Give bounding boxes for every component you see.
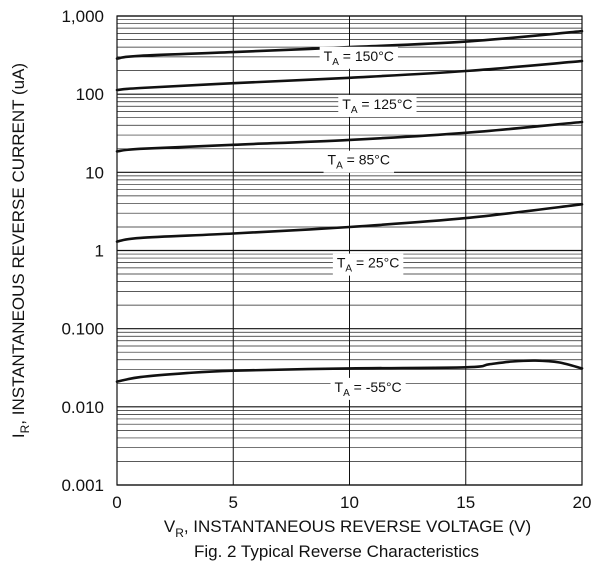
x-tick-label: 15 <box>456 493 475 512</box>
y-axis-label: IR, INSTANTANEOUS REVERSE CURRENT (uA) <box>9 63 32 438</box>
curve-label-bg <box>338 94 417 117</box>
curve-label-rest: = 25°C <box>352 255 399 271</box>
curve-label-main: T <box>342 96 351 112</box>
curve-label-rest: = -55°C <box>350 379 402 395</box>
grid <box>116 15 583 486</box>
tick-labels: 0.001 0.010 0.100 1 10 100 1,000 0 5 10 15 20 <box>61 7 591 512</box>
curve-label-main: T <box>337 255 346 271</box>
curve-label-bg <box>319 46 398 69</box>
curve-label-2: TA = 85°C <box>323 150 395 173</box>
series-line-1 <box>115 59 584 92</box>
series-layer <box>115 29 584 383</box>
curve-label-4: TA = -55°C <box>330 377 406 400</box>
series-line-4 <box>115 359 584 383</box>
series-line-3 <box>115 203 584 243</box>
curve-label-text: TA = 125°C <box>342 96 412 116</box>
curve-label-text: TA = -55°C <box>335 379 402 399</box>
curve-label-sub: A <box>336 161 343 172</box>
x-tick-label: 10 <box>340 493 359 512</box>
curve-label-rest: = 125°C <box>358 96 413 112</box>
y-tick-label: 100 <box>76 85 104 104</box>
curve-label-sub: A <box>343 388 350 399</box>
x-tick-label: 5 <box>229 493 238 512</box>
y-tick-label: 10 <box>85 163 104 182</box>
curve-labels: TA = 150°CTA = 125°CTA = 85°CTA = 25°CTA… <box>319 46 417 400</box>
series-line-2 <box>115 120 584 153</box>
curve-label-main: T <box>335 379 344 395</box>
curve-label-bg <box>323 150 395 173</box>
y-tick-label: 0.001 <box>61 476 104 495</box>
y-tick-label: 0.100 <box>61 320 104 339</box>
curve-label-rest: = 85°C <box>343 152 390 168</box>
curve-label-main: T <box>324 48 333 64</box>
y-tick-label: 0.010 <box>61 398 104 417</box>
curve-label-text: TA = 85°C <box>328 152 390 172</box>
curve-label-bg <box>332 253 404 276</box>
curve-label-3: TA = 25°C <box>332 253 404 276</box>
y-tick-label: 1,000 <box>61 7 104 26</box>
y-tick-label: 1 <box>95 242 104 261</box>
curve-label-0: TA = 150°C <box>319 46 398 69</box>
figure-caption: Fig. 2 Typical Reverse Characteristics <box>194 542 479 561</box>
curve-label-sub: A <box>332 57 339 68</box>
curve-label-1: TA = 125°C <box>338 94 417 117</box>
x-axis-label: VR, INSTANTANEOUS REVERSE VOLTAGE (V) <box>164 517 531 540</box>
curve-label-sub: A <box>345 264 352 275</box>
curve-label-bg <box>330 377 406 400</box>
plot-frame <box>116 15 583 486</box>
curve-label-text: TA = 25°C <box>337 255 399 275</box>
x-tick-label: 20 <box>573 493 592 512</box>
x-tick-label: 0 <box>112 493 121 512</box>
curve-label-sub: A <box>351 105 358 116</box>
curve-label-main: T <box>328 152 337 168</box>
curve-label-text: TA = 150°C <box>324 48 394 68</box>
curve-label-rest: = 150°C <box>339 48 394 64</box>
series-line-0 <box>115 29 584 60</box>
